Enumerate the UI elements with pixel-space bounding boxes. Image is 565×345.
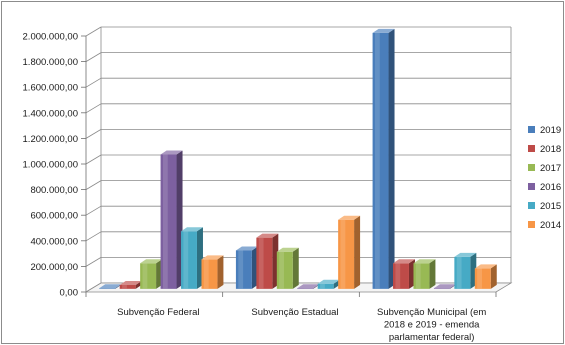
legend-label: 2017 <box>540 163 561 174</box>
bar-2016 <box>433 288 450 289</box>
y-tick-label: 1.800.000,00 <box>23 57 78 68</box>
bar-highlight <box>101 288 107 289</box>
bar-top-2018 <box>393 259 415 264</box>
bar-2016 <box>297 288 314 289</box>
bar-highlight <box>299 288 305 289</box>
bar-highlight <box>162 154 168 289</box>
bar-top-2018 <box>119 281 142 286</box>
bar-side-2014 <box>354 215 361 289</box>
bar-top-2015 <box>317 279 340 284</box>
y-tick-label: 200.000,00 <box>30 262 78 273</box>
legend-swatch-2016 <box>528 183 535 190</box>
gridline-side <box>85 77 102 88</box>
bar-top-2016 <box>297 284 320 289</box>
gridline-side <box>85 103 102 114</box>
bar-2015 <box>181 231 197 289</box>
bar-2019 <box>99 288 116 289</box>
bar-highlight <box>415 263 421 289</box>
bar-top-2016 <box>433 284 456 289</box>
bar-highlight <box>374 32 380 289</box>
legend-label: 2019 <box>540 125 561 136</box>
bar-highlight <box>340 219 346 289</box>
bar-highlight <box>142 263 148 289</box>
bar-top-2017 <box>276 247 299 252</box>
bar-highlight <box>203 259 209 289</box>
bar-side-2014 <box>490 264 497 289</box>
bar-top-2016 <box>160 150 183 155</box>
bar-top-2014 <box>338 215 361 220</box>
bar-highlight <box>320 283 325 289</box>
legend-label: 2018 <box>540 144 561 155</box>
bar-highlight <box>238 250 244 289</box>
bar-top-2019 <box>372 28 395 33</box>
bar-top-2015 <box>181 227 203 232</box>
bar-top-2018 <box>256 233 279 238</box>
legend-swatch-2014 <box>528 221 535 228</box>
gridline-side <box>85 26 102 37</box>
y-tick-label: 2.000.000,00 <box>23 32 78 43</box>
y-tick-label: 1.600.000,00 <box>23 83 78 94</box>
gridline-side <box>85 129 102 139</box>
bar-top-2017 <box>140 259 163 264</box>
x-category-label: Subvenção Estadual <box>251 307 338 318</box>
bar-highlight <box>122 285 127 289</box>
y-tick-label: 1.000.000,00 <box>23 160 78 171</box>
bar-2018 <box>119 285 136 289</box>
gridline-side <box>85 52 102 62</box>
gridline-side <box>85 205 102 216</box>
x-category-label: parlamentar federal) <box>389 332 475 343</box>
bar-top-2014 <box>201 255 224 260</box>
x-category-label: Subvenção Federal <box>117 307 199 318</box>
gridline-side <box>85 154 102 165</box>
x-category-label: 2018 e 2019 - emenda <box>384 320 480 331</box>
bar-side-2017 <box>292 247 299 289</box>
bar-top-2017 <box>413 259 436 264</box>
legend-swatch-2019 <box>528 126 535 133</box>
legend-swatch-2018 <box>528 145 535 152</box>
bar-highlight <box>279 251 284 289</box>
gridline-side <box>85 257 102 267</box>
legend-label: 2016 <box>540 182 561 193</box>
bar-highlight <box>395 263 401 289</box>
bar-top-2019 <box>99 284 122 289</box>
bar-top-2014 <box>474 264 497 269</box>
bar-top-2019 <box>235 246 258 251</box>
bar-top-2015 <box>454 252 477 257</box>
y-tick-label: 1.400.000,00 <box>23 108 78 119</box>
bar-highlight <box>436 288 442 289</box>
y-tick-label: 600.000,00 <box>30 211 78 222</box>
legend-label: 2015 <box>540 201 561 212</box>
bar-highlight <box>456 256 462 289</box>
legend-label: 2014 <box>540 220 561 231</box>
y-tick-label: 0,00 <box>60 288 79 299</box>
bar-2015 <box>317 283 334 289</box>
y-tick-label: 400.000,00 <box>30 236 78 247</box>
bar-side-2014 <box>217 255 224 289</box>
bar-side-2017 <box>429 259 436 289</box>
bar-highlight <box>258 237 264 289</box>
x-category-label: Subvenção Municipal (em <box>377 307 486 318</box>
bar-side-2019 <box>388 28 395 289</box>
y-tick-label: 800.000,00 <box>30 185 78 196</box>
bar-highlight <box>477 268 482 289</box>
legend-swatch-2017 <box>528 164 535 171</box>
y-tick-label: 1.200.000,00 <box>23 134 78 145</box>
legend-swatch-2015 <box>528 202 535 209</box>
gridline-side <box>85 231 102 242</box>
gridline-side <box>85 180 102 190</box>
bar-highlight <box>183 231 189 289</box>
